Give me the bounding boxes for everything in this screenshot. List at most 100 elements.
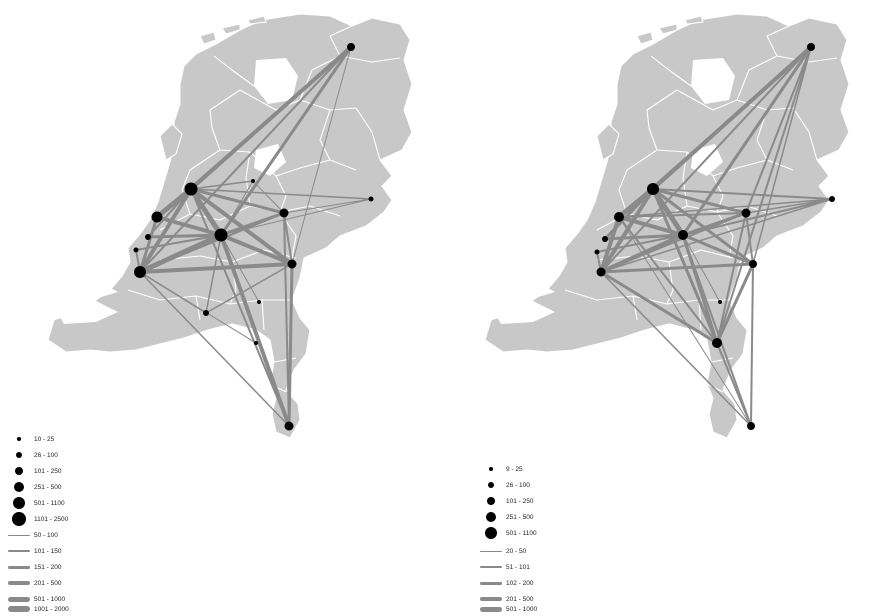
flow-line bbox=[682, 198, 833, 236]
flow-line bbox=[681, 233, 755, 266]
flow-line bbox=[651, 187, 748, 215]
wadden-island bbox=[684, 15, 704, 25]
city-node bbox=[614, 212, 624, 222]
province-border bbox=[710, 357, 734, 363]
flow-line bbox=[750, 263, 754, 427]
flow-line bbox=[138, 215, 159, 274]
legend-node-size-1: 9 - 25 bbox=[480, 462, 523, 476]
province-border bbox=[209, 109, 221, 151]
netherlands-mainland bbox=[47, 13, 413, 439]
province-border bbox=[127, 289, 292, 305]
city-node bbox=[257, 300, 261, 304]
city-node bbox=[807, 43, 815, 51]
flow-line bbox=[220, 198, 372, 236]
flow-line bbox=[138, 262, 294, 274]
flow-line bbox=[652, 188, 833, 200]
city-node bbox=[741, 208, 751, 218]
legend-flow-width-5: 501 - 1000 bbox=[8, 592, 65, 606]
legend-node-size-6: 1101 - 2500 bbox=[8, 512, 68, 526]
province-border bbox=[319, 109, 331, 161]
flow-line bbox=[745, 198, 833, 214]
legend-node-size-3: 101 - 250 bbox=[8, 464, 61, 478]
water-body bbox=[66, 282, 118, 298]
province-border bbox=[618, 169, 628, 215]
legend-flow-width-1: 50 - 100 bbox=[8, 528, 58, 542]
wadden-island bbox=[199, 31, 217, 45]
legend-flow-width-6: 1001 - 2000 bbox=[8, 602, 69, 616]
wadden-island bbox=[658, 23, 678, 35]
wadden-island bbox=[596, 123, 620, 161]
province-border bbox=[646, 89, 794, 111]
map-panel-left: 10 - 25 26 - 100 101 - 250 251 - 500 501… bbox=[0, 0, 436, 616]
province-border bbox=[650, 55, 692, 87]
city-node bbox=[287, 259, 297, 269]
flow-line bbox=[188, 186, 224, 238]
flow-line bbox=[651, 187, 719, 345]
legend-flow-width-4: 201 - 500 bbox=[480, 592, 533, 606]
legend-label: 9 - 25 bbox=[506, 465, 523, 473]
city-node bbox=[829, 196, 835, 202]
flow-line bbox=[283, 212, 290, 427]
province-border bbox=[698, 299, 702, 331]
wadden-island bbox=[221, 23, 241, 35]
netherlands-flow-map-left bbox=[47, 13, 413, 439]
legend-label: 251 - 500 bbox=[34, 483, 62, 491]
city-node bbox=[602, 236, 608, 242]
flow-line bbox=[189, 187, 294, 266]
legend-flow-width-4: 201 - 500 bbox=[8, 576, 61, 590]
flow-line bbox=[135, 234, 222, 251]
flow-line bbox=[745, 212, 754, 265]
legend-label: 102 - 200 bbox=[506, 579, 534, 587]
legend-node-size-4: 251 - 500 bbox=[8, 480, 61, 494]
flow-line bbox=[190, 180, 254, 190]
legend-flow-width-5: 501 - 1000 bbox=[480, 602, 537, 616]
city-node bbox=[254, 341, 258, 345]
flow-line bbox=[190, 188, 372, 200]
legend-node-size-3: 101 - 250 bbox=[480, 494, 533, 508]
flow-line bbox=[681, 233, 719, 345]
legend-flow-width-2: 51 - 101 bbox=[480, 560, 530, 574]
province-border bbox=[632, 295, 638, 321]
legend-label: 101 - 150 bbox=[34, 547, 62, 555]
city-nodes bbox=[594, 43, 835, 430]
flow-line bbox=[219, 233, 291, 428]
legend-node-size-5: 501 - 1100 bbox=[8, 496, 65, 510]
flow-line bbox=[219, 233, 294, 266]
flow-line bbox=[600, 212, 747, 273]
province-border bbox=[355, 107, 381, 161]
water-body bbox=[254, 58, 298, 104]
flow-line bbox=[745, 46, 812, 214]
flow-line bbox=[205, 263, 293, 314]
legend-label: 26 - 100 bbox=[506, 481, 530, 489]
flow-line bbox=[155, 215, 223, 237]
province-border bbox=[275, 175, 287, 213]
legend-label: 251 - 500 bbox=[506, 513, 534, 521]
flow-line bbox=[618, 198, 833, 218]
flow-line bbox=[596, 234, 684, 253]
city-node bbox=[134, 266, 146, 278]
province-border bbox=[181, 169, 191, 215]
province-border bbox=[329, 25, 353, 57]
flow-line bbox=[287, 262, 294, 428]
city-node bbox=[251, 179, 255, 183]
flow-line bbox=[190, 188, 290, 427]
legend-flow-width-3: 102 - 200 bbox=[480, 576, 533, 590]
legend-label: 501 - 1000 bbox=[34, 595, 66, 603]
flow-line bbox=[189, 187, 286, 215]
flow-line bbox=[682, 234, 721, 303]
wadden-island bbox=[159, 123, 183, 161]
city-nodes bbox=[133, 43, 374, 431]
legend-label: 101 - 250 bbox=[506, 497, 534, 505]
water-body bbox=[503, 282, 555, 298]
province-border bbox=[646, 109, 658, 151]
legend-label: 10 - 25 bbox=[34, 435, 55, 443]
legend-label: 1101 - 2500 bbox=[34, 515, 69, 523]
city-node bbox=[368, 196, 374, 202]
water-body bbox=[691, 58, 735, 104]
province-border bbox=[261, 299, 265, 331]
city-node bbox=[596, 267, 606, 277]
netherlands-flow-map-right bbox=[484, 13, 850, 439]
legend-label: 101 - 250 bbox=[34, 467, 62, 475]
legend-node-size-5: 501 - 1100 bbox=[480, 526, 537, 540]
province-border bbox=[756, 109, 768, 161]
